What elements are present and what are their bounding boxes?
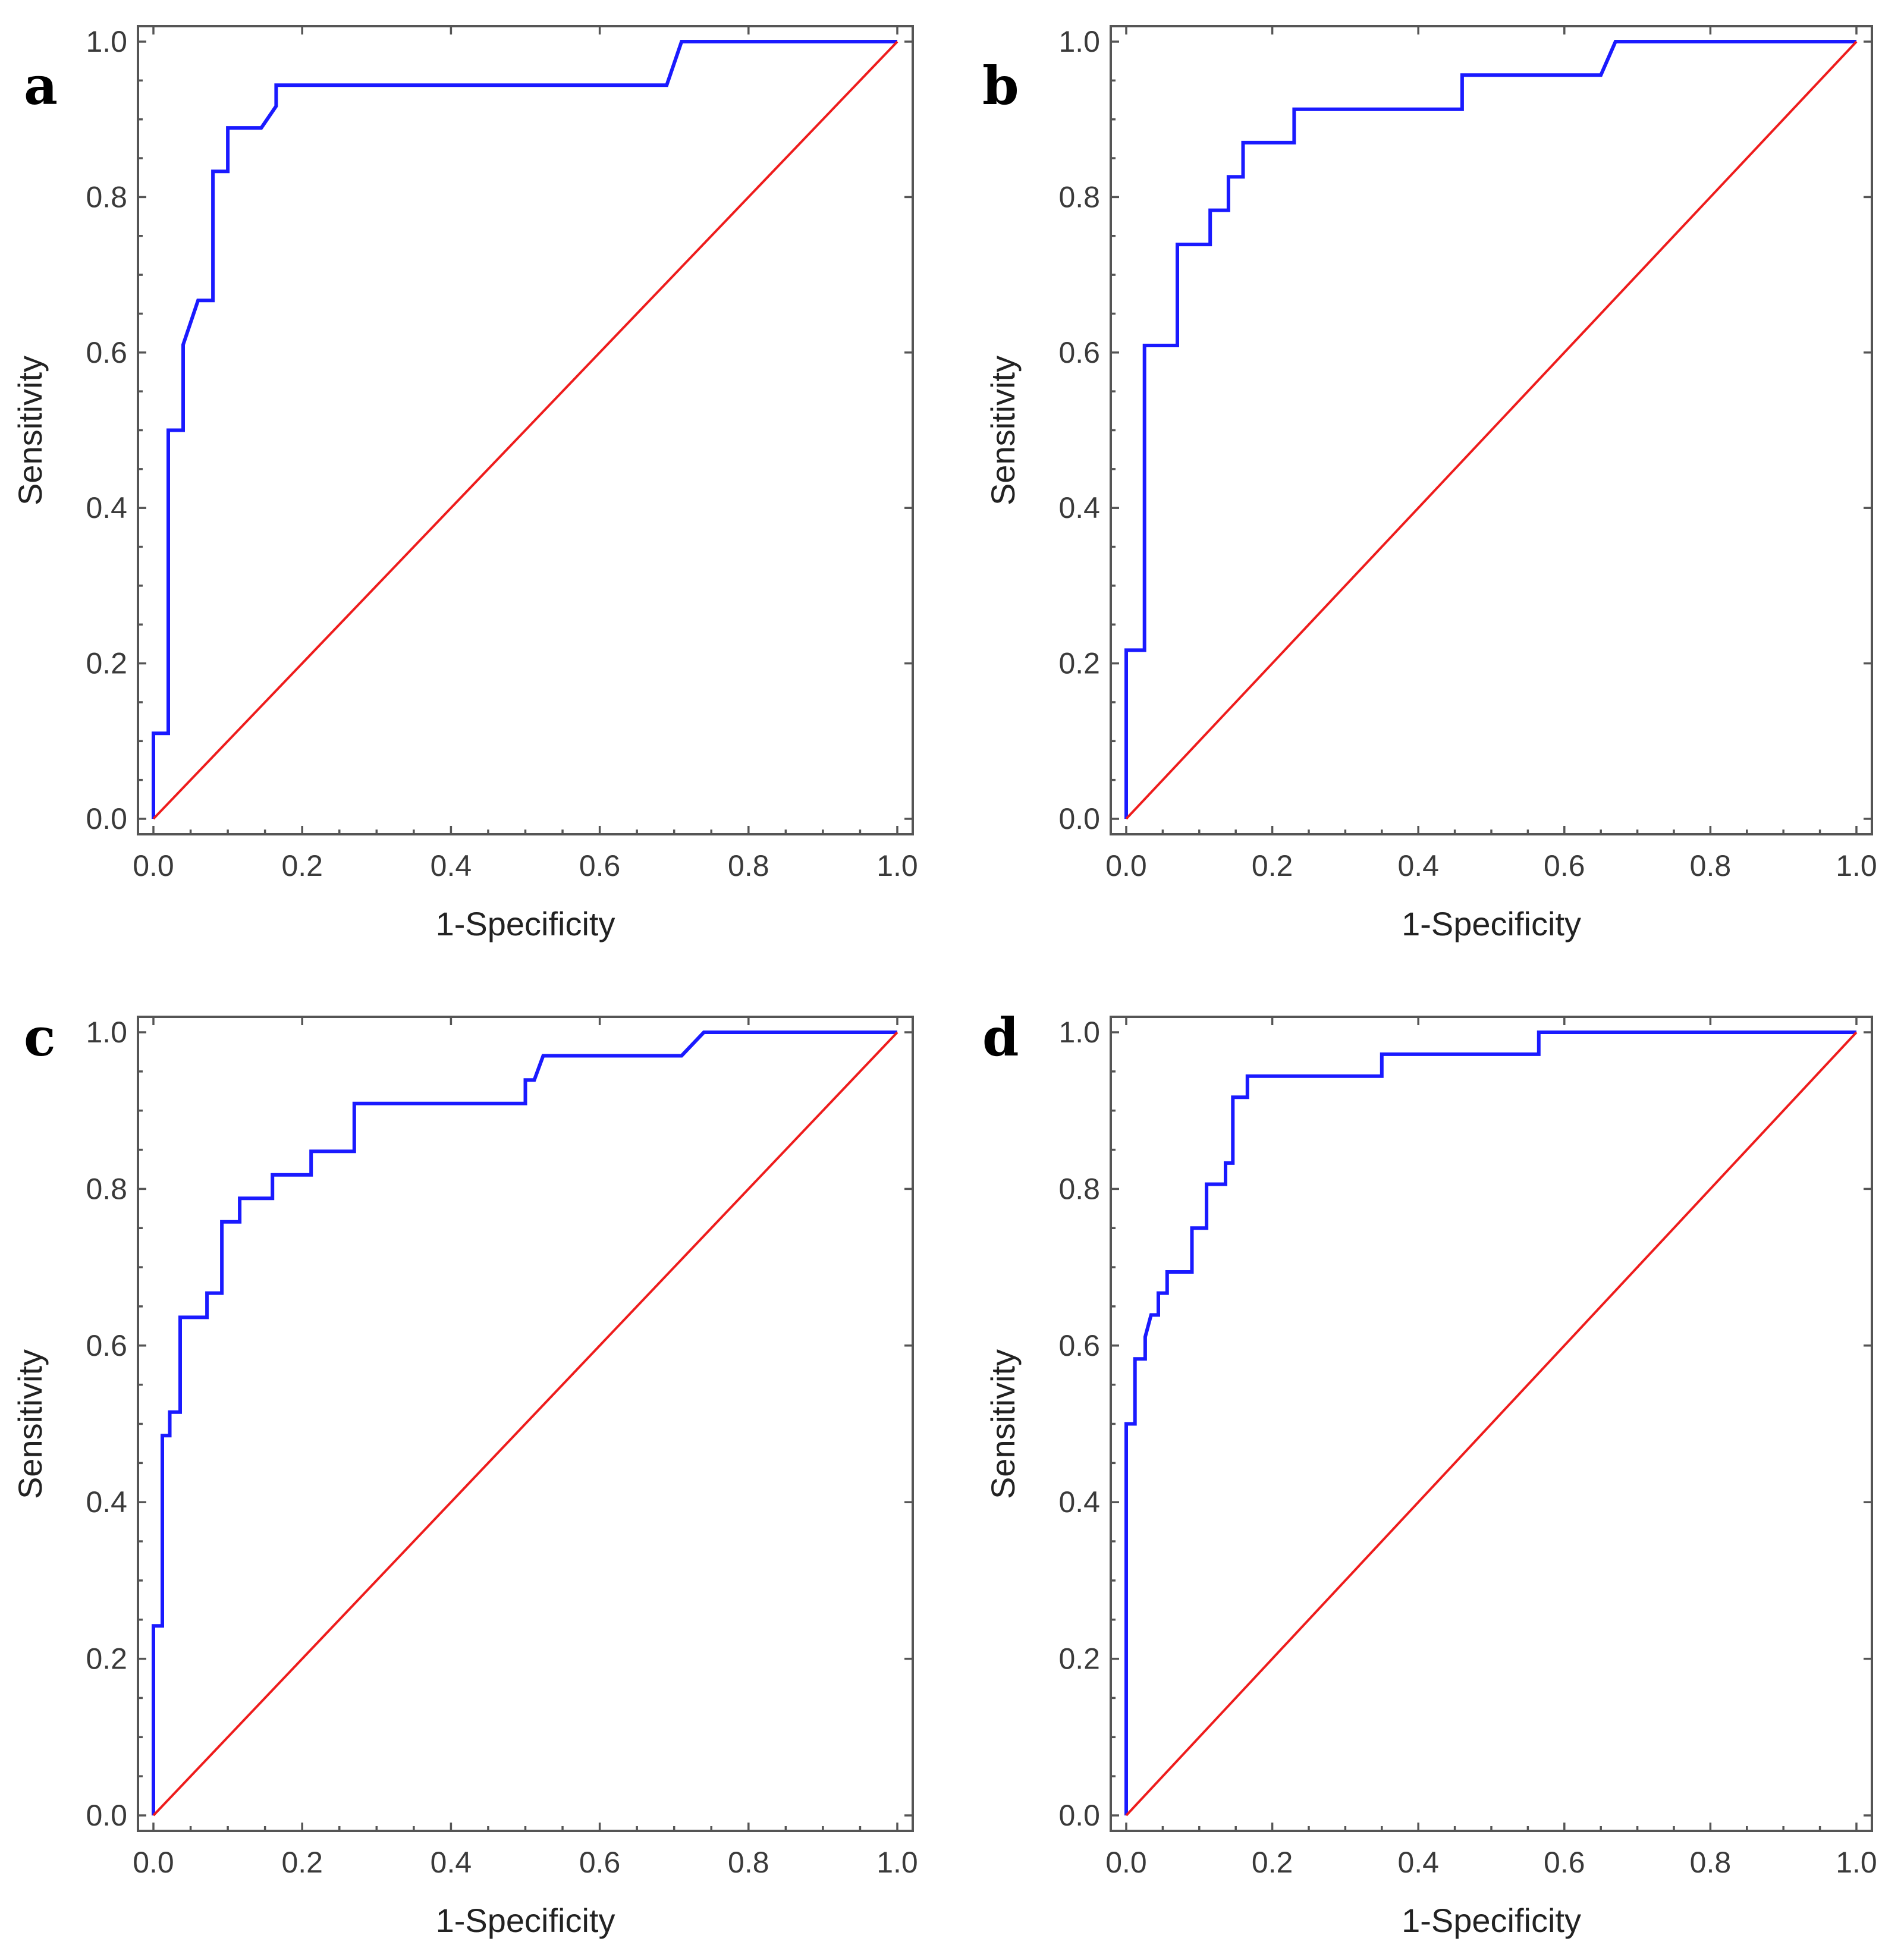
roc-curve [1124,1031,1856,1815]
x-tick-label: 0.0 [133,849,174,882]
panel-b: 0.0 0.2 0.4 0.6 0.8 1.0 0.0 0.2 0.4 0.6 0.8 1.0 1-Sp… [982,25,1877,942]
y-tick-label: 0.2 [86,647,127,680]
y-tick-label: 0.4 [86,491,127,524]
panel-letter: b [982,55,1019,117]
reference-line [1125,40,1858,820]
x-axis-title: 1-Specificity [436,1902,615,1939]
x-tick-label: 0.4 [1397,1846,1439,1879]
y-axis-title: Sensitivity [11,356,49,505]
x-tick-label: 0.6 [579,1846,621,1879]
y-tick-label: 0.8 [86,180,127,213]
x-axis-title: 1-Specificity [436,905,615,942]
x-tick-label: 0.4 [431,1846,472,1879]
y-tick-label: 0.2 [86,1642,127,1676]
reference-line [1125,1031,1858,1817]
x-tick-label: 0.2 [1252,849,1293,882]
x-tick-label: 1.0 [1836,1846,1877,1879]
y-tick-label: 0.0 [1058,1799,1100,1832]
x-tick-label: 0.4 [1397,849,1439,882]
x-tick-label: 0.8 [728,1846,769,1879]
y-tick-label: 1.0 [86,25,127,58]
x-tick-label: 1.0 [876,1846,918,1879]
x-tick-label: 0.0 [133,1846,174,1879]
x-tick-label: 0.0 [1105,849,1147,882]
x-tick-label: 0.8 [1690,849,1732,882]
y-axis-title: Sensitivity [11,1349,49,1499]
roc-curve [1124,40,1856,819]
y-axis-title: Sensitivity [984,356,1022,505]
x-tick-label: 1.0 [876,849,918,882]
x-tick-label: 0.6 [579,849,621,882]
y-tick-label: 0.4 [1058,491,1100,524]
y-tick-label: 1.0 [1058,25,1100,58]
y-tick-label: 0.8 [1058,1172,1100,1205]
panel-letter: c [24,1006,56,1068]
y-tick-label: 0.6 [86,336,127,369]
reference-line [152,40,898,820]
x-tick-label: 0.6 [1544,1846,1585,1879]
panel-a: 0.0 0.2 0.4 0.6 0.8 1.0 0.0 0.2 0.4 0.6 0.8 1.0 1-Sp… [11,25,918,942]
y-tick-label: 0.0 [86,802,127,835]
panel-letter: a [24,55,58,117]
y-tick-label: 1.0 [86,1016,127,1049]
y-tick-label: 0.0 [1058,802,1100,835]
x-tick-label: 0.2 [1252,1846,1293,1879]
x-axis-title: 1-Specificity [1402,1902,1581,1939]
x-tick-label: 1.0 [1836,849,1877,882]
x-axis-title: 1-Specificity [1402,905,1581,942]
panel-d: 0.0 0.2 0.4 0.6 0.8 1.0 0.0 0.2 0.4 0.6 0.8 1.0 1-Sp… [982,1006,1877,1939]
y-tick-label: 0.2 [1058,647,1100,680]
x-tick-label: 0.2 [281,1846,323,1879]
x-tick-label: 0.2 [281,849,323,882]
y-tick-label: 0.0 [86,1799,127,1832]
y-tick-label: 0.6 [1058,1329,1100,1362]
x-tick-label: 0.4 [431,849,472,882]
y-tick-label: 0.6 [1058,336,1100,369]
y-axis-title: Sensitivity [984,1349,1022,1499]
x-tick-label: 0.0 [1105,1846,1147,1879]
roc-curve [152,40,897,819]
y-tick-label: 0.8 [86,1172,127,1205]
panel-c: 0.0 0.2 0.4 0.6 0.8 1.0 0.0 0.2 0.4 0.6 0.8 1.0 1-Sp… [11,1006,918,1939]
x-tick-label: 0.8 [1690,1846,1732,1879]
x-tick-label: 0.8 [728,849,769,882]
y-tick-label: 0.2 [1058,1642,1100,1676]
y-tick-label: 0.4 [86,1485,127,1519]
y-tick-label: 0.8 [1058,180,1100,213]
roc-curve [152,1031,897,1815]
x-tick-label: 0.6 [1544,849,1585,882]
y-tick-label: 0.6 [86,1329,127,1362]
reference-line [152,1031,898,1817]
y-tick-label: 0.4 [1058,1485,1100,1519]
panel-letter: d [982,1006,1019,1068]
y-tick-label: 1.0 [1058,1016,1100,1049]
